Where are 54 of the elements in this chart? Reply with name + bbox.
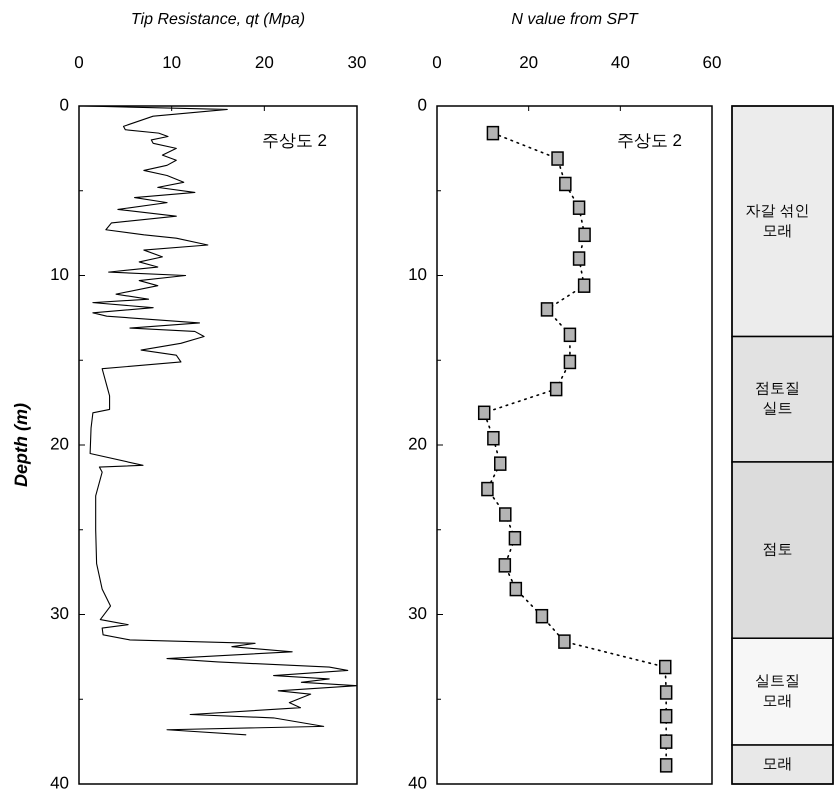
point: [510, 582, 522, 596]
x-tick-label: 20: [254, 53, 274, 72]
point: [660, 708, 672, 724]
point: [498, 558, 512, 573]
point: [660, 685, 672, 700]
point: [499, 507, 512, 522]
point: [558, 634, 571, 649]
x-tick-label: 60: [702, 53, 722, 72]
point: [660, 734, 672, 749]
series-label: 모래: [762, 755, 792, 772]
series-label: 실트질 모래: [755, 672, 800, 710]
point: [551, 151, 564, 166]
annotation: 주상도 2: [262, 131, 327, 150]
point: [536, 608, 548, 624]
y-axis-title: Depth (m): [11, 403, 31, 487]
point: [660, 758, 672, 773]
y-tick-label: 40: [50, 773, 69, 792]
point: [550, 382, 562, 396]
y-tick-label: 30: [408, 604, 427, 623]
annotation: 주상도 2: [616, 131, 682, 150]
y-tick-label: 10: [408, 264, 427, 284]
x-tick-label: 30: [348, 53, 366, 72]
y-tick-label: 40: [408, 773, 427, 792]
x-tick-label: 0: [432, 53, 442, 72]
point: [572, 200, 586, 215]
series-label: 점토: [762, 541, 792, 558]
x-tick-label: 40: [610, 53, 630, 72]
point: [659, 660, 672, 674]
y-tick-label: 20: [50, 434, 69, 454]
point: [540, 302, 554, 317]
point: [486, 126, 500, 140]
point: [481, 482, 494, 496]
point: [578, 278, 590, 293]
point: [564, 328, 576, 342]
point: [478, 406, 490, 420]
point: [578, 228, 591, 242]
point: [494, 456, 506, 471]
point: [508, 530, 522, 546]
x-tick-label: 10: [162, 53, 182, 72]
y-tick-label: 0: [418, 95, 427, 114]
series-label: 자갈 섞인 모래: [745, 202, 810, 240]
y-tick-label: 30: [50, 604, 69, 623]
point: [572, 251, 586, 266]
y-tick-label: 10: [50, 264, 69, 284]
x-axis-title: Tip Resistance, qt (Mpa): [130, 11, 306, 28]
x-axis-title: N value from SPT: [511, 11, 639, 28]
x-tick-label: 0: [74, 53, 84, 72]
point: [564, 354, 576, 370]
series-label: 점토질 실트: [755, 380, 800, 418]
y-tick-label: 0: [60, 95, 69, 114]
y-tick-label: 20: [408, 434, 427, 454]
point: [487, 430, 500, 446]
x-tick-label: 20: [519, 53, 538, 72]
point: [559, 176, 572, 192]
